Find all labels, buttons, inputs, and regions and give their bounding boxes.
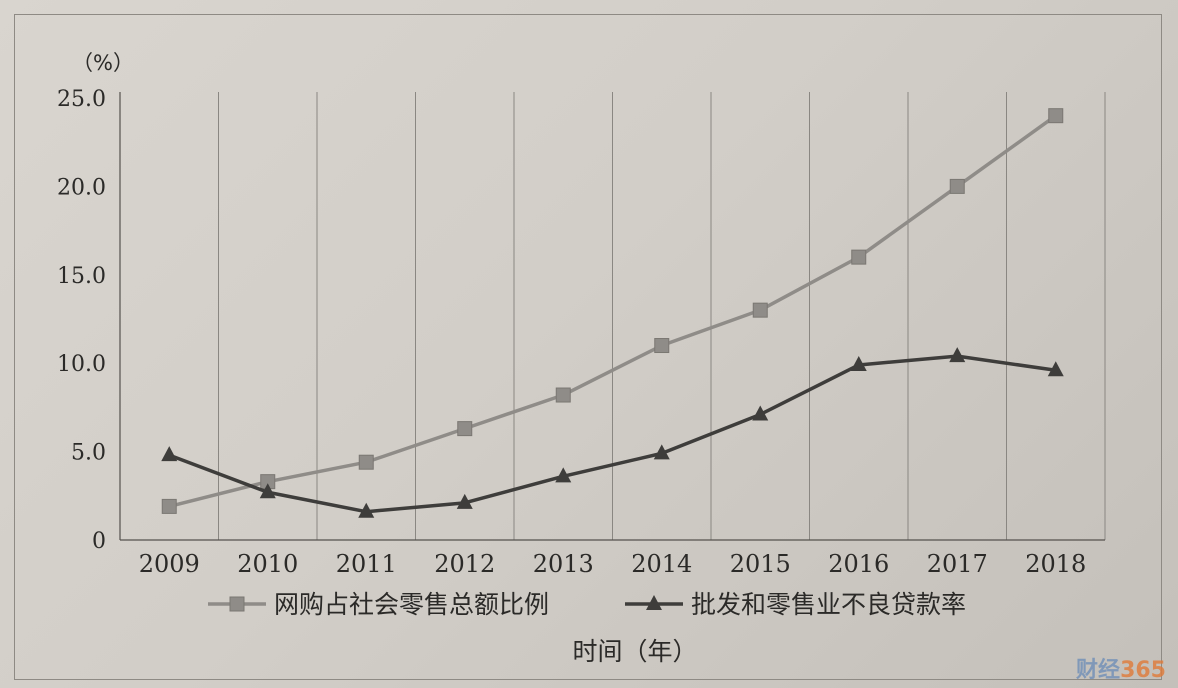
- data-point: [654, 338, 670, 354]
- y-tick-label: 25.0: [57, 87, 106, 112]
- x-tick-label: 2016: [828, 550, 889, 578]
- data-point: [161, 498, 177, 514]
- y-tick-label: 0: [92, 529, 106, 554]
- data-point: [1047, 361, 1064, 377]
- x-tick-label: 2014: [631, 550, 692, 578]
- data-point: [850, 355, 867, 371]
- y-tick-label: 10.0: [57, 352, 106, 377]
- y-axis-unit: （%）: [72, 51, 134, 75]
- chart-frame: [14, 14, 1162, 680]
- legend-item-2: 批发和零售业不良贷款率: [625, 590, 966, 619]
- series-layer: [161, 108, 1064, 518]
- x-tick-label: 2015: [730, 550, 791, 578]
- data-point: [949, 178, 965, 194]
- y-tick-label: 5.0: [71, 441, 106, 466]
- legend-label: 批发和零售业不良贷款率: [691, 590, 966, 619]
- watermark-logo: 财经365: [1076, 652, 1166, 684]
- x-tick-label: 2018: [1025, 550, 1086, 578]
- data-point: [457, 421, 473, 437]
- data-point: [259, 483, 276, 499]
- data-point: [752, 405, 769, 421]
- data-point: [555, 387, 571, 403]
- legend-item-1: 网购占社会零售总额比例: [208, 590, 549, 619]
- x-tick-label: 2017: [927, 550, 988, 578]
- x-axis-title: 时间（年）: [572, 637, 697, 666]
- x-tick-label: 2013: [533, 550, 594, 578]
- data-point: [653, 444, 670, 460]
- legend-swatch-marker: [646, 595, 662, 610]
- data-point: [161, 446, 178, 462]
- grid-lines: [218, 92, 1106, 540]
- data-point: [456, 493, 473, 509]
- axes: [119, 92, 1105, 541]
- watermark-main: 财经: [1076, 658, 1121, 683]
- legend-label: 网购占社会零售总额比例: [274, 590, 549, 619]
- data-point: [1048, 108, 1064, 124]
- series-line: [168, 114, 1057, 509]
- series-line: [168, 354, 1056, 514]
- legend-swatch-marker: [229, 596, 245, 612]
- y-tick-label: 15.0: [57, 264, 106, 289]
- series-2: [161, 347, 1064, 518]
- series-1: [161, 108, 1064, 514]
- data-point: [752, 302, 768, 318]
- data-point: [851, 249, 867, 265]
- x-tick-label: 2010: [237, 550, 298, 578]
- tick-labels: 0 5.0 10.0 15.0 20.0 25.0 （%） 2009 2010 2011 2012 2…: [57, 51, 1086, 666]
- legend: 网购占社会零售总额比例 批发和零售业不良贷款率: [208, 590, 966, 619]
- x-tick-label: 2011: [336, 550, 397, 578]
- x-tick-label: 2009: [139, 550, 200, 578]
- data-point: [358, 454, 374, 470]
- x-tick-label: 2012: [434, 550, 495, 578]
- watermark-accent: 365: [1120, 658, 1166, 683]
- data-point: [555, 467, 572, 483]
- data-point: [358, 502, 375, 518]
- y-tick-label: 20.0: [57, 175, 106, 200]
- data-point: [949, 347, 966, 363]
